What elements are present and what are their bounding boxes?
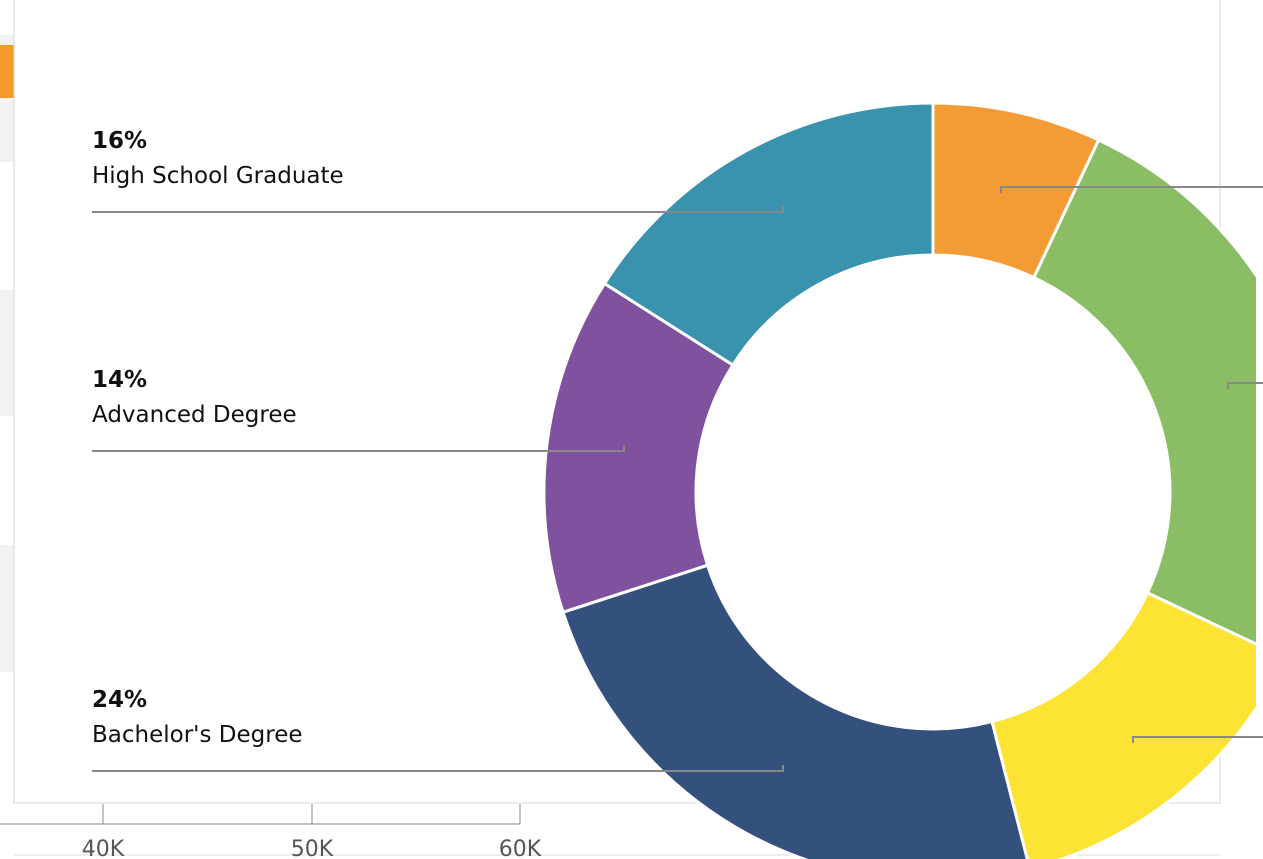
donut-segment [1031,138,1256,646]
leader-line [92,206,784,213]
segment-label: Bachelor's Degree [92,722,303,748]
donut-segment [990,590,1256,859]
side-stripe [0,545,14,672]
leader-line [1000,186,1263,193]
leader-line [92,445,625,452]
axis-tick-label: 60K [499,837,542,859]
leader-line [1132,736,1263,743]
labels: 24% Bachelor's Degree 14% Advanced Degree 16… [92,128,1263,772]
side-stripe [0,290,14,416]
donut-segment [561,563,1029,859]
leader-line [1227,382,1263,389]
segment-label: Advanced Degree [92,402,297,428]
side-marker [0,45,14,98]
segment-value-label: 14% [92,367,147,393]
donut-segment [602,101,935,368]
segment-value-label: 24% [92,687,147,713]
segment-label: High School Graduate [92,163,344,189]
donut [542,101,1256,859]
axis-tick-label: 40K [82,837,125,859]
axis-tick-label: 50K [291,837,334,859]
leader-line [92,765,784,772]
segment-value-label: 16% [92,128,147,154]
